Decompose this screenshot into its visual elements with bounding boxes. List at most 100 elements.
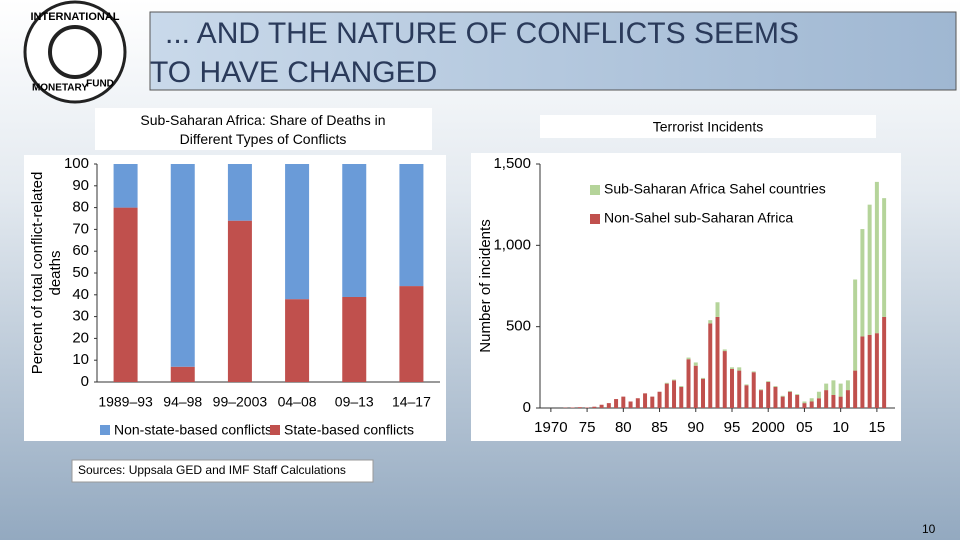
x-tick-label: 04–08 bbox=[278, 394, 317, 410]
y-tick-label: 10 bbox=[72, 351, 89, 368]
bar bbox=[664, 382, 669, 384]
bar bbox=[672, 380, 677, 408]
y-axis-label: Number of incidents bbox=[477, 219, 494, 352]
bar bbox=[845, 390, 850, 408]
y-tick-label: 100 bbox=[64, 155, 89, 172]
bar bbox=[729, 368, 734, 408]
bar bbox=[831, 380, 836, 395]
bar bbox=[715, 316, 720, 408]
bar bbox=[708, 320, 713, 324]
bar bbox=[773, 386, 778, 408]
bar bbox=[853, 370, 858, 408]
bar bbox=[766, 381, 771, 408]
chart-title: Terrorist Incidents bbox=[653, 119, 763, 135]
y-tick-label: 40 bbox=[72, 286, 89, 303]
x-tick-label: 80 bbox=[615, 419, 632, 436]
y-tick-label: 90 bbox=[72, 177, 89, 194]
x-tick-label: 95 bbox=[724, 419, 741, 436]
bar bbox=[643, 393, 648, 408]
y-axis-label: Percent of total conflict-related bbox=[29, 172, 46, 375]
logo-text: MONETARY bbox=[32, 83, 88, 94]
bar bbox=[614, 399, 619, 408]
x-tick-label: 15 bbox=[869, 419, 886, 436]
x-tick-label: 09–13 bbox=[335, 394, 374, 410]
bar bbox=[729, 367, 734, 369]
x-tick-label: 99–2003 bbox=[213, 394, 268, 410]
bar bbox=[701, 378, 706, 408]
bar bbox=[342, 296, 367, 382]
bar bbox=[227, 220, 252, 382]
y-tick-label: 80 bbox=[72, 199, 89, 216]
bar bbox=[780, 395, 785, 397]
x-tick-label: 75 bbox=[579, 419, 596, 436]
bar bbox=[628, 401, 633, 408]
source: Sources: Uppsala GED and IMF Staff Calcu… bbox=[78, 463, 346, 477]
chart-panel bbox=[471, 153, 901, 441]
bar bbox=[751, 372, 756, 408]
logo-globe bbox=[48, 25, 102, 79]
y-tick-label: 20 bbox=[72, 329, 89, 346]
bar bbox=[342, 164, 367, 297]
chart-title-box bbox=[95, 108, 432, 150]
bar bbox=[882, 316, 887, 408]
bar bbox=[802, 401, 807, 404]
x-tick-label: 85 bbox=[651, 419, 668, 436]
bar bbox=[708, 323, 713, 408]
source-box bbox=[71, 459, 374, 483]
y-axis-label: deaths bbox=[47, 250, 64, 295]
x-tick-label: 94–98 bbox=[163, 394, 202, 410]
bar bbox=[787, 390, 792, 392]
bar bbox=[686, 357, 691, 360]
bar bbox=[795, 394, 800, 408]
bar bbox=[882, 198, 887, 317]
bar bbox=[170, 164, 195, 367]
bar bbox=[399, 286, 424, 382]
bar bbox=[860, 229, 865, 337]
slide-title: ... AND THE NATURE OF CONFLICTS SEEMS bbox=[165, 17, 799, 50]
y-tick-label: 0 bbox=[523, 399, 531, 416]
y-tick-label: 70 bbox=[72, 220, 89, 237]
bar bbox=[693, 365, 698, 408]
bar bbox=[113, 164, 138, 208]
bar bbox=[744, 385, 749, 408]
bar bbox=[787, 391, 792, 408]
legend-label: Non-Sahel sub-Saharan Africa bbox=[604, 210, 793, 226]
bar bbox=[679, 386, 684, 408]
bar bbox=[853, 279, 858, 371]
bar bbox=[657, 391, 662, 408]
slide-title: TO HAVE CHANGED bbox=[150, 56, 437, 89]
x-tick-label: 1989–93 bbox=[98, 394, 153, 410]
bar bbox=[824, 383, 829, 391]
x-tick-label: 05 bbox=[796, 419, 813, 436]
y-tick-label: 1,500 bbox=[493, 155, 531, 172]
bar bbox=[285, 164, 310, 300]
x-tick-label: 90 bbox=[687, 419, 704, 436]
bar bbox=[744, 384, 749, 386]
logo-text: INTERNATIONAL bbox=[30, 11, 119, 23]
bar bbox=[722, 349, 727, 352]
bar bbox=[599, 404, 604, 408]
title-box bbox=[149, 11, 957, 91]
bar bbox=[816, 398, 821, 408]
chart-title: Sub-Saharan Africa: Share of Deaths in Di… bbox=[140, 112, 385, 147]
bar bbox=[867, 204, 872, 335]
bar bbox=[170, 366, 195, 382]
x-tick-label: 2000 bbox=[752, 419, 785, 436]
bar bbox=[635, 398, 640, 408]
legend-swatch bbox=[590, 185, 600, 195]
bar bbox=[802, 403, 807, 408]
bar bbox=[758, 389, 763, 391]
bar bbox=[693, 362, 698, 366]
legend-label: Sub-Saharan Africa Sahel countries bbox=[604, 181, 826, 197]
y-tick-label: 60 bbox=[72, 242, 89, 259]
bar bbox=[838, 396, 843, 408]
bar bbox=[751, 371, 756, 373]
page-number: 10 bbox=[922, 522, 936, 536]
bar bbox=[113, 207, 138, 382]
legend-swatch bbox=[270, 425, 280, 435]
bar bbox=[845, 380, 850, 391]
bar bbox=[650, 396, 655, 408]
bar bbox=[577, 407, 582, 408]
legend-swatch bbox=[590, 214, 600, 224]
